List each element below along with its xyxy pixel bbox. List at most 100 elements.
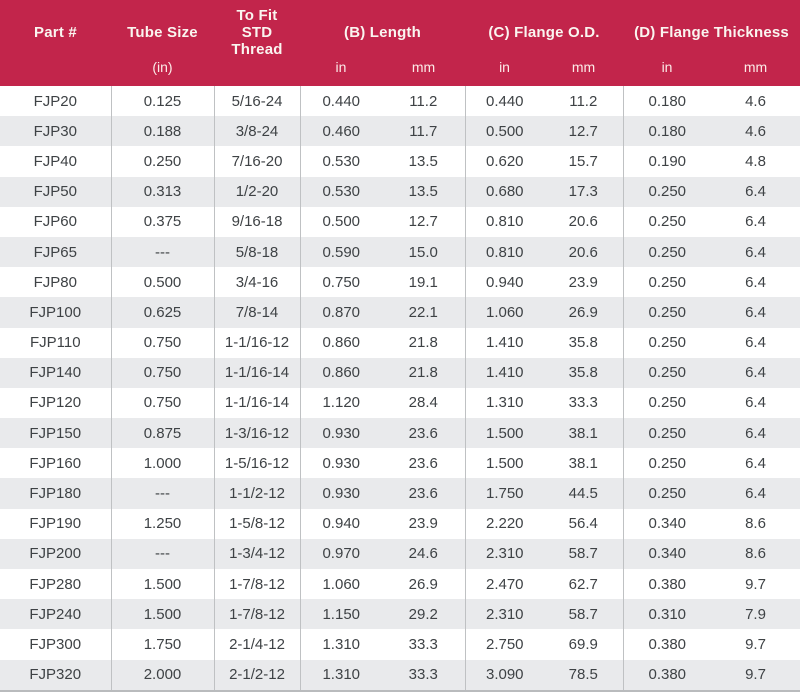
cell-flange-od-mm: 23.9: [544, 267, 624, 298]
cell-length-in: 0.860: [322, 334, 361, 352]
cell-flange-od-mm: 56.4: [544, 508, 624, 539]
cell-length-in: 0.460: [322, 122, 361, 140]
cell-flange-od-mm: 62.7: [544, 569, 624, 600]
cell-flange-od-in: 3.090: [485, 666, 524, 684]
cell-tube-size: 0.625: [111, 297, 215, 328]
cell-length-in: 0.970: [322, 545, 361, 563]
cell-tube-size: 0.750: [111, 357, 215, 388]
table-row: FJP20 0.125 5/16-24 0.440 11.2 0.440 11.…: [0, 86, 800, 117]
cell-tube-size: 1.500: [111, 569, 215, 600]
cell-std-thread: 1-3/4-12: [214, 538, 301, 569]
cell-length-in: 0.860: [322, 364, 361, 382]
table-row: FJP100 0.625 7/8-14 0.870 22.1 1.060 26.…: [0, 297, 800, 328]
cell-length-mm: 22.1: [382, 297, 466, 328]
unit-thread-blank: [214, 58, 300, 86]
cell-flange-od-in: 1.310: [485, 394, 524, 412]
table-row: FJP190 1.250 1-5/8-12 0.940 23.9 2.220 5…: [0, 508, 800, 539]
cell-flange-thickness-in: 0.250: [648, 243, 687, 261]
cell-flange-thickness-in: 0.180: [648, 122, 687, 140]
cell-flange-thickness-in: 0.380: [648, 666, 687, 684]
cell-std-thread: 1-3/16-12: [214, 418, 301, 449]
cell-tube-size: 0.750: [111, 387, 215, 419]
cell-std-thread: 1-5/8-12: [214, 508, 301, 539]
cell-flange-thickness-in: 0.380: [648, 635, 687, 653]
cell-std-thread: 3/4-16: [214, 267, 301, 298]
cell-std-thread: 1-1/2-12: [214, 478, 301, 509]
cell-length-mm: 23.9: [382, 508, 466, 539]
unit-length-mm: mm: [382, 58, 466, 86]
cell-flange-thickness-mm: 4.8: [745, 152, 766, 170]
cell-flange-od-in: 2.750: [485, 635, 524, 653]
cell-flange-thickness-in: 0.250: [648, 213, 687, 231]
cell-flange-od-in: 1.410: [485, 364, 524, 382]
cell-length-in: 0.930: [322, 424, 361, 442]
table-row: FJP200 --- 1-3/4-12 0.970 24.6 2.310 58.…: [0, 538, 800, 569]
table-row: FJP140 0.750 1-1/16-14 0.860 21.8 1.410 …: [0, 357, 800, 388]
cell-flange-thickness-mm: 7.9: [745, 605, 766, 623]
cell-flange-od-mm: 44.5: [544, 478, 624, 509]
cell-std-thread: 9/16-18: [214, 206, 301, 237]
cell-tube-size: 1.250: [111, 508, 215, 539]
cell-std-thread: 5/8-18: [214, 236, 301, 268]
cell-flange-od-in: 2.220: [485, 515, 524, 533]
cell-part-number: FJP30: [0, 116, 112, 147]
cell-length-mm: 11.7: [382, 116, 466, 147]
cell-flange-thickness-mm: 6.4: [745, 364, 766, 382]
cell-length-mm: 15.0: [382, 236, 466, 268]
cell-length-in: 0.930: [322, 485, 361, 503]
cell-std-thread: 1-7/8-12: [214, 599, 301, 630]
cell-flange-od-mm: 69.9: [544, 629, 624, 660]
cell-flange-thickness-mm: 4.6: [745, 92, 766, 110]
cell-tube-size: 1.500: [111, 599, 215, 630]
cell-part-number: FJP200: [0, 538, 112, 569]
cell-flange-od-in: 1.500: [485, 424, 524, 442]
cell-tube-size: 0.250: [111, 146, 215, 177]
cell-tube-size: 1.750: [111, 629, 215, 660]
cell-flange-od-mm: 38.1: [544, 418, 624, 449]
cell-part-number: FJP100: [0, 297, 112, 328]
cell-length-in: 1.120: [322, 394, 361, 412]
cell-flange-od-in: 2.470: [485, 575, 524, 593]
cell-std-thread: 1-5/16-12: [214, 448, 301, 479]
cell-part-number: FJP20: [0, 86, 112, 117]
cell-part-number: FJP80: [0, 267, 112, 298]
cell-flange-thickness-mm: 4.6: [745, 122, 766, 140]
cell-flange-thickness-mm: 9.7: [745, 635, 766, 653]
cell-std-thread: 1-7/8-12: [214, 569, 301, 600]
table-row: FJP65 --- 5/8-18 0.590 15.0 0.810 20.6 0…: [0, 236, 800, 268]
cell-flange-od-mm: 15.7: [544, 146, 624, 177]
cell-length-mm: 26.9: [382, 569, 466, 600]
cell-tube-size: ---: [111, 538, 215, 569]
cell-flange-od-in: 0.500: [485, 122, 524, 140]
cell-flange-thickness-mm: 6.4: [745, 424, 766, 442]
cell-length-mm: 21.8: [382, 357, 466, 388]
cell-tube-size: ---: [111, 236, 215, 268]
cell-length-in: 1.310: [322, 666, 361, 684]
cell-length-mm: 19.1: [382, 267, 466, 298]
cell-flange-thickness-mm: 6.4: [745, 454, 766, 472]
cell-length-mm: 21.8: [382, 327, 466, 358]
table-row: FJP120 0.750 1-1/16-14 1.120 28.4 1.310 …: [0, 387, 800, 419]
cell-std-thread: 7/8-14: [214, 297, 301, 328]
table-header: Part # Tube Size To Fit STD Thread (B) L…: [0, 0, 800, 86]
cell-flange-thickness-mm: 6.4: [745, 183, 766, 201]
cell-part-number: FJP320: [0, 659, 112, 691]
cell-flange-thickness-in: 0.250: [648, 424, 687, 442]
cell-flange-thickness-mm: 6.4: [745, 273, 766, 291]
cell-part-number: FJP50: [0, 176, 112, 207]
cell-flange-od-mm: 58.7: [544, 599, 624, 630]
header-part-number: Part #: [0, 0, 111, 58]
cell-flange-thickness-mm: 6.4: [745, 303, 766, 321]
cell-flange-od-in: 0.620: [485, 152, 524, 170]
cell-part-number: FJP300: [0, 629, 112, 660]
header-main-row: Part # Tube Size To Fit STD Thread (B) L…: [0, 0, 800, 58]
cell-flange-thickness-in: 0.250: [648, 454, 687, 472]
unit-part-number-blank: [0, 58, 111, 86]
unit-tube-size: (in): [111, 58, 214, 86]
cell-flange-od-in: 1.750: [485, 485, 524, 503]
cell-flange-od-mm: 20.6: [544, 206, 624, 237]
cell-flange-thickness-mm: 6.4: [745, 213, 766, 231]
cell-part-number: FJP120: [0, 387, 112, 419]
table-row: FJP80 0.500 3/4-16 0.750 19.1 0.940 23.9…: [0, 267, 800, 298]
cell-std-thread: 5/16-24: [214, 86, 301, 117]
